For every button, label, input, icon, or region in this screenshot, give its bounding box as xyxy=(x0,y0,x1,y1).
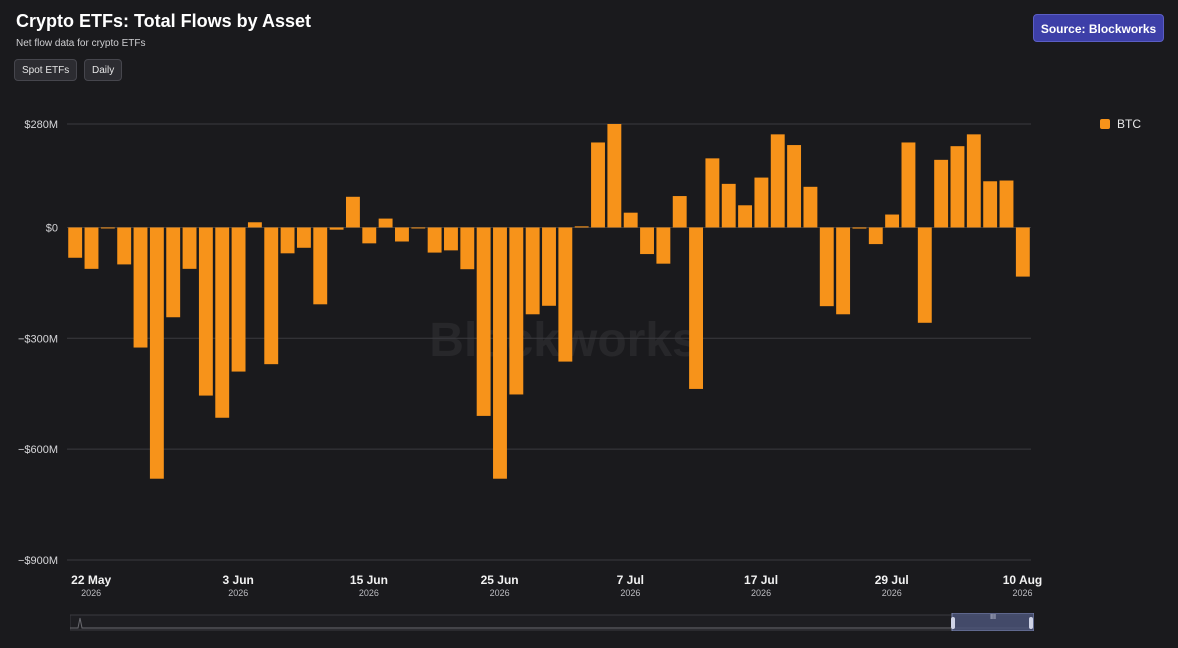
x-tick-year: 2026 xyxy=(882,588,902,598)
x-tick-year: 2026 xyxy=(751,588,771,598)
period-filter-button[interactable]: Daily xyxy=(84,59,123,81)
bar[interactable] xyxy=(133,227,148,348)
navigator-right-handle[interactable] xyxy=(1029,617,1033,629)
bar[interactable] xyxy=(689,227,703,389)
x-tick-label: 22 May xyxy=(71,573,111,587)
bar[interactable] xyxy=(100,227,115,229)
bar[interactable] xyxy=(558,227,573,362)
bar[interactable] xyxy=(247,222,262,228)
bar[interactable] xyxy=(640,227,654,255)
bar[interactable] xyxy=(329,227,344,230)
bar[interactable] xyxy=(574,226,589,228)
bar[interactable] xyxy=(754,177,769,228)
bar[interactable] xyxy=(885,214,900,228)
bar[interactable] xyxy=(770,134,785,228)
source-badge[interactable]: Source: Blockworks xyxy=(1033,14,1164,42)
bar[interactable] xyxy=(166,227,181,318)
bar[interactable] xyxy=(264,227,279,365)
bar[interactable] xyxy=(280,227,295,254)
x-tick-year: 2026 xyxy=(1012,588,1032,598)
y-tick-label: −$300M xyxy=(18,333,58,345)
asset-filter-button[interactable]: Spot ETFs xyxy=(14,59,78,81)
x-tick-label: 17 Jul xyxy=(744,573,778,587)
bar[interactable] xyxy=(313,227,328,305)
bar[interactable] xyxy=(542,227,556,306)
bar[interactable] xyxy=(836,227,851,315)
bar[interactable] xyxy=(819,227,834,307)
bar[interactable] xyxy=(362,227,377,244)
chart-title: Crypto ETFs: Total Flows by Asset xyxy=(16,11,312,31)
bar[interactable] xyxy=(215,227,230,418)
navigator-track xyxy=(70,614,1034,631)
bar[interactable] xyxy=(427,227,442,253)
navigator-left-handle[interactable] xyxy=(951,617,955,629)
bar[interactable] xyxy=(787,145,802,228)
x-tick-year: 2026 xyxy=(228,588,248,598)
legend[interactable]: BTC xyxy=(1100,117,1141,131)
bar[interactable] xyxy=(444,227,458,251)
bar[interactable] xyxy=(182,227,197,269)
chart-subtitle: Net flow data for crypto ETFs xyxy=(16,38,146,49)
bar[interactable] xyxy=(493,227,507,479)
bar[interactable] xyxy=(868,227,883,245)
bar[interactable] xyxy=(378,218,393,228)
bar[interactable] xyxy=(623,212,638,228)
bar[interactable] xyxy=(721,183,736,228)
bar[interactable] xyxy=(591,142,605,228)
legend-swatch-btc xyxy=(1100,119,1110,129)
legend-label-btc: BTC xyxy=(1117,117,1141,131)
bar[interactable] xyxy=(231,227,246,372)
bar[interactable] xyxy=(525,227,540,315)
y-tick-label: −$900M xyxy=(18,555,58,567)
bar[interactable] xyxy=(476,227,491,416)
bar[interactable] xyxy=(117,227,132,265)
bar[interactable] xyxy=(934,159,949,228)
x-tick-year: 2026 xyxy=(359,588,379,598)
bar[interactable] xyxy=(999,180,1014,228)
x-tick-label: 10 Aug xyxy=(1003,573,1043,587)
x-tick-year: 2026 xyxy=(81,588,101,598)
bar[interactable] xyxy=(395,227,409,242)
y-tick-label: −$600M xyxy=(18,444,58,456)
bar[interactable] xyxy=(607,124,622,228)
bar[interactable] xyxy=(345,196,360,228)
bar[interactable] xyxy=(705,158,720,228)
x-tick-label: 7 Jul xyxy=(617,573,644,587)
bar[interactable] xyxy=(84,227,99,269)
bar[interactable] xyxy=(803,186,818,228)
bar[interactable] xyxy=(917,227,932,323)
y-tick-label: $280M xyxy=(24,119,58,131)
bar[interactable] xyxy=(411,227,426,229)
bar[interactable] xyxy=(1015,227,1030,277)
bar[interactable] xyxy=(149,227,164,479)
bar[interactable] xyxy=(852,227,867,229)
bar[interactable] xyxy=(901,142,916,228)
bar[interactable] xyxy=(656,227,671,264)
x-tick-label: 25 Jun xyxy=(481,573,519,587)
bar[interactable] xyxy=(950,146,965,228)
x-tick-label: 3 Jun xyxy=(223,573,254,587)
bar[interactable] xyxy=(509,227,524,395)
bar[interactable] xyxy=(460,227,475,270)
y-tick-label: $0 xyxy=(46,222,58,234)
bar[interactable] xyxy=(983,181,998,228)
x-tick-year: 2026 xyxy=(490,588,510,598)
range-navigator[interactable]: III xyxy=(70,613,1034,631)
bar[interactable] xyxy=(198,227,213,396)
bar[interactable] xyxy=(738,205,753,228)
bar[interactable] xyxy=(672,196,687,228)
bar[interactable] xyxy=(68,227,83,258)
x-tick-year: 2026 xyxy=(620,588,640,598)
bar[interactable] xyxy=(966,134,981,228)
navigator-sparkline xyxy=(70,617,1034,629)
bar[interactable] xyxy=(296,227,311,248)
x-tick-label: 29 Jul xyxy=(875,573,909,587)
navigator-grip-icon[interactable]: III xyxy=(990,614,996,621)
x-tick-label: 15 Jun xyxy=(350,573,388,587)
